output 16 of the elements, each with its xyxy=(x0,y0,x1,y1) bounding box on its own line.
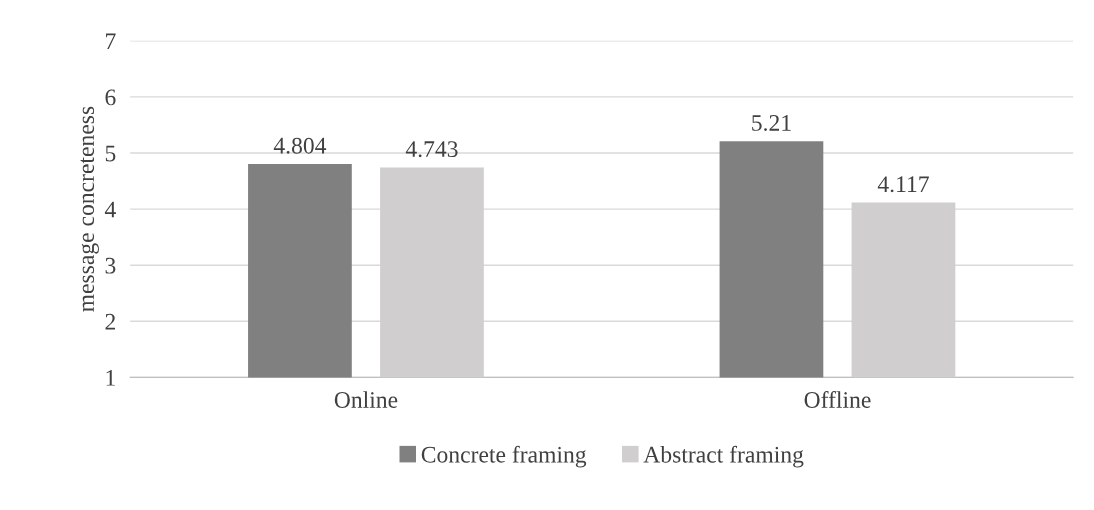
data-label: 4.804 xyxy=(273,137,327,154)
data-label: 4.743 xyxy=(405,141,458,158)
y-tick-label: 4 xyxy=(104,201,116,218)
legend-label: Abstract framing xyxy=(643,445,804,468)
y-tick-label: 2 xyxy=(105,313,115,330)
y-tick-label: 1 xyxy=(106,370,115,386)
data-label: 4.117 xyxy=(877,176,929,193)
x-tick-label: Online xyxy=(334,391,398,408)
y-tick-label: 3 xyxy=(105,257,116,274)
y-tick-label: 7 xyxy=(106,33,116,49)
x-tick-label: Offline xyxy=(804,391,871,408)
legend-label: Concrete framing xyxy=(421,445,587,468)
y-tick-label: 6 xyxy=(105,89,116,106)
y-axis-title: message concreteness xyxy=(80,106,99,312)
y-tick-label: 5 xyxy=(105,145,116,162)
data-label: 5.21 xyxy=(752,115,791,131)
